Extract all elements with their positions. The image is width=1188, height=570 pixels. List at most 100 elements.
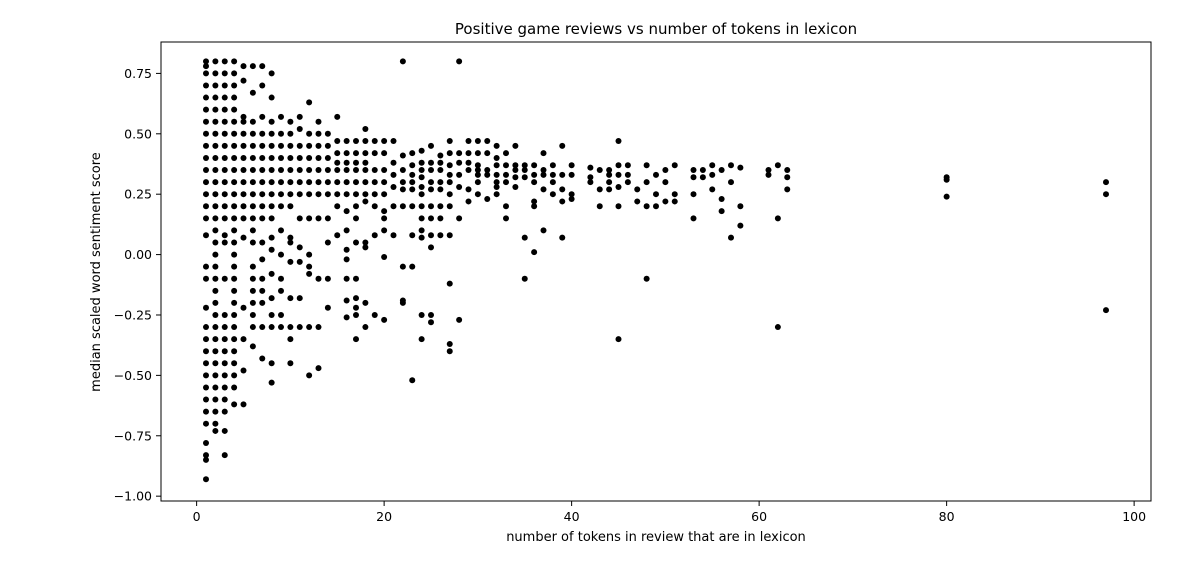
data-point bbox=[203, 94, 209, 101]
data-point bbox=[203, 142, 209, 149]
data-point bbox=[231, 179, 238, 186]
data-point bbox=[203, 348, 209, 355]
data-point bbox=[568, 162, 575, 169]
data-point bbox=[456, 150, 463, 157]
data-point bbox=[240, 304, 247, 311]
data-point bbox=[240, 154, 247, 161]
data-point bbox=[249, 287, 256, 294]
data-point bbox=[249, 203, 256, 210]
data-point bbox=[503, 203, 509, 210]
data-point bbox=[456, 159, 463, 166]
data-point bbox=[278, 113, 284, 120]
data-point bbox=[231, 82, 238, 89]
y-axis-label: median scaled word sentiment score bbox=[89, 152, 104, 392]
data-point bbox=[203, 179, 209, 186]
data-point bbox=[296, 167, 303, 174]
data-point bbox=[287, 324, 294, 331]
data-point bbox=[212, 251, 219, 258]
data-point bbox=[512, 142, 519, 149]
data-point bbox=[231, 384, 238, 391]
data-point bbox=[512, 174, 519, 181]
data-point bbox=[521, 167, 528, 174]
data-point bbox=[428, 244, 434, 251]
data-point bbox=[540, 227, 547, 234]
data-point bbox=[203, 118, 209, 125]
data-point bbox=[353, 159, 359, 166]
data-point bbox=[203, 476, 209, 483]
data-point bbox=[203, 336, 209, 343]
data-point bbox=[1103, 191, 1109, 198]
data-point bbox=[259, 275, 266, 282]
data-point bbox=[381, 191, 388, 198]
data-point bbox=[353, 304, 359, 311]
data-point bbox=[259, 142, 266, 149]
data-point bbox=[381, 316, 388, 323]
data-point bbox=[503, 150, 509, 157]
data-point bbox=[259, 154, 266, 161]
data-point bbox=[212, 239, 219, 246]
data-point bbox=[465, 138, 472, 145]
data-point bbox=[362, 138, 369, 145]
data-point bbox=[249, 167, 256, 174]
data-point bbox=[437, 179, 444, 186]
y-tick-label: −0.75 bbox=[114, 428, 152, 443]
data-point bbox=[540, 167, 547, 174]
data-point bbox=[249, 343, 256, 350]
data-point bbox=[493, 154, 500, 161]
data-point bbox=[765, 167, 772, 174]
data-point bbox=[362, 198, 369, 205]
data-point bbox=[212, 70, 219, 77]
x-tick-label: 100 bbox=[1122, 509, 1146, 524]
data-point bbox=[249, 239, 256, 246]
data-point bbox=[418, 191, 425, 198]
data-point bbox=[437, 167, 444, 174]
data-point bbox=[315, 142, 322, 149]
data-point bbox=[231, 324, 238, 331]
data-point bbox=[249, 263, 256, 270]
data-point bbox=[221, 372, 228, 379]
data-point bbox=[221, 348, 228, 355]
data-point bbox=[268, 324, 275, 331]
data-point bbox=[774, 324, 781, 331]
data-point bbox=[381, 150, 388, 157]
data-point bbox=[343, 275, 350, 282]
data-point bbox=[671, 191, 678, 198]
data-point bbox=[212, 275, 219, 282]
data-point bbox=[203, 70, 209, 77]
data-point bbox=[615, 138, 622, 145]
data-point bbox=[278, 167, 284, 174]
data-point bbox=[521, 234, 528, 241]
data-point bbox=[446, 171, 453, 178]
data-point bbox=[690, 167, 697, 174]
data-point bbox=[606, 186, 613, 193]
data-point bbox=[203, 440, 209, 447]
data-point bbox=[203, 324, 209, 331]
data-point bbox=[203, 263, 209, 270]
data-point bbox=[278, 130, 284, 137]
data-point bbox=[512, 167, 519, 174]
data-point bbox=[259, 203, 266, 210]
x-axis: 0 20 40 60 80 100 bbox=[193, 501, 1146, 524]
data-point bbox=[596, 186, 603, 193]
data-point bbox=[587, 174, 594, 181]
data-point bbox=[221, 203, 228, 210]
data-point bbox=[334, 179, 341, 186]
data-point bbox=[203, 420, 209, 427]
data-point bbox=[221, 396, 228, 403]
data-point bbox=[784, 174, 791, 181]
data-point bbox=[231, 118, 238, 125]
plot-frame bbox=[160, 41, 1152, 502]
data-point bbox=[315, 215, 322, 222]
data-point bbox=[493, 142, 500, 149]
data-point bbox=[456, 171, 463, 178]
data-point bbox=[353, 239, 359, 246]
data-point bbox=[249, 311, 256, 318]
data-point bbox=[203, 106, 209, 113]
data-point bbox=[296, 125, 303, 132]
data-point bbox=[268, 191, 275, 198]
data-point bbox=[249, 299, 256, 306]
data-point bbox=[774, 162, 781, 169]
data-point bbox=[315, 179, 322, 186]
data-point bbox=[418, 227, 425, 234]
